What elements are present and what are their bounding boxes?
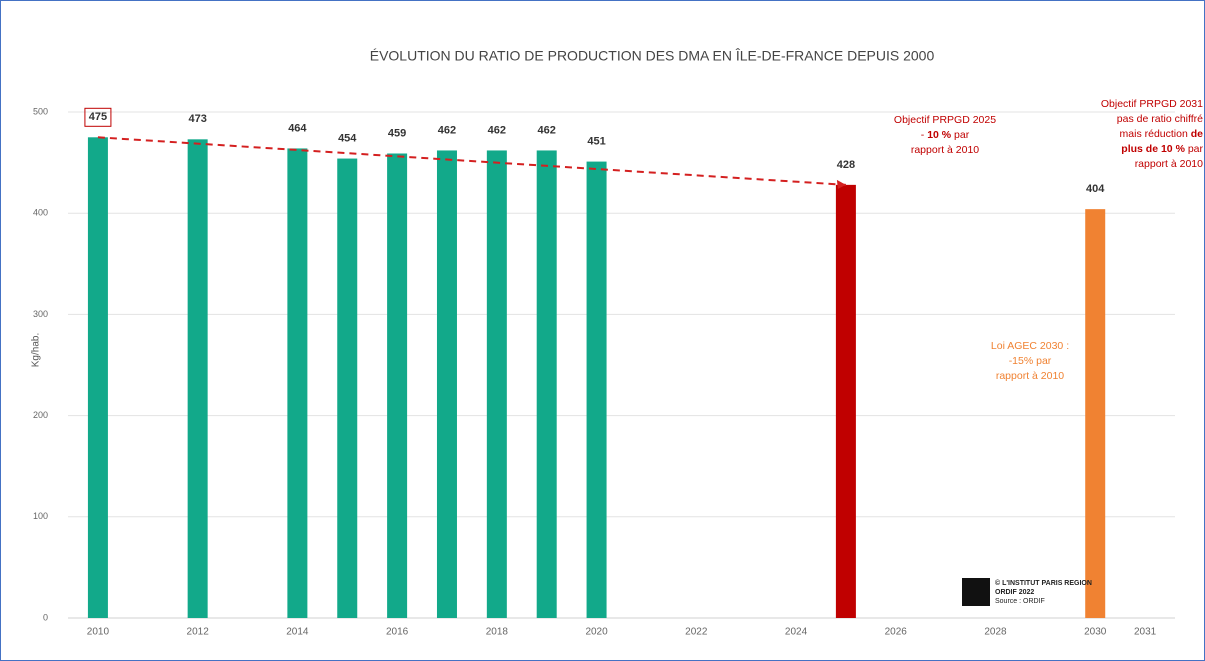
annotation-run: pas de ratio chiffré xyxy=(1117,113,1203,125)
value-label: 462 xyxy=(538,124,556,136)
chart-title: ÉVOLUTION DU RATIO DE PRODUCTION DES DMA… xyxy=(370,48,935,64)
x-tick-label: 2016 xyxy=(386,627,409,638)
credit: © L'INSTITUT PARIS REGION xyxy=(995,579,1092,587)
bar xyxy=(187,139,208,618)
annotation-run: - xyxy=(921,129,927,141)
annotation: -15% par xyxy=(1009,355,1052,367)
x-tick-label: 2028 xyxy=(984,627,1007,638)
x-tick-label: 2012 xyxy=(187,627,210,638)
annotation-run: Loi AGEC 2030 : xyxy=(991,340,1069,352)
credit: Source : ORDIF xyxy=(995,598,1045,605)
bar xyxy=(387,153,408,618)
annotation: pas de ratio chiffré xyxy=(1117,113,1203,125)
x-tick-label: 2024 xyxy=(785,627,808,638)
x-tick-label: 2030 xyxy=(1084,627,1107,638)
annotation: rapport à 2010 xyxy=(996,370,1064,382)
annotation-run: 10 % xyxy=(927,129,952,141)
x-tick-label: 2014 xyxy=(286,627,309,638)
y-tick-label: 400 xyxy=(33,208,48,218)
annotation: rapport à 2010 xyxy=(1135,158,1203,170)
x-tick-label: 2031 xyxy=(1134,627,1157,638)
y-tick-label: 0 xyxy=(43,612,48,622)
annotation: rapport à 2010 xyxy=(911,144,979,156)
annotation-run: Objectif PRPGD 2025 xyxy=(894,114,996,126)
value-label: 454 xyxy=(338,132,357,144)
annotation-run: plus de 10 % xyxy=(1121,143,1185,155)
x-tick-label: 2010 xyxy=(87,627,110,638)
annotation-run: rapport à 2010 xyxy=(1135,158,1203,170)
annotation-run: par xyxy=(1185,143,1204,155)
annotation: Objectif PRPGD 2025 xyxy=(894,114,996,126)
value-label: 462 xyxy=(438,124,456,136)
y-tick-label: 100 xyxy=(33,511,48,521)
annotation-run: par xyxy=(951,129,970,141)
bar xyxy=(337,158,358,618)
annotation-run: -15% par xyxy=(1009,355,1052,367)
value-label: 459 xyxy=(388,127,406,139)
label-box xyxy=(84,107,112,127)
value-label: 473 xyxy=(188,113,206,125)
bar xyxy=(835,184,856,618)
value-label: 428 xyxy=(837,159,855,171)
bar xyxy=(287,148,308,618)
trend-line xyxy=(97,136,846,186)
value-label: 462 xyxy=(488,124,506,136)
trend-arrow xyxy=(836,179,846,189)
annotation: plus de 10 % par xyxy=(1121,143,1203,155)
annotation: - 10 % par xyxy=(921,129,970,141)
x-tick-label: 2022 xyxy=(685,627,708,638)
annotation-run: rapport à 2010 xyxy=(996,370,1064,382)
value-label: 475 xyxy=(89,111,107,123)
value-label: 464 xyxy=(288,122,307,134)
bar xyxy=(436,150,457,618)
y-tick-label: 500 xyxy=(33,106,48,116)
bar xyxy=(586,161,607,618)
x-tick-label: 2020 xyxy=(585,627,608,638)
bar xyxy=(486,150,507,618)
annotation-run: mais réduction xyxy=(1120,128,1191,140)
annotation-run: Objectif PRPGD 2031 xyxy=(1101,98,1203,110)
y-axis-label: Kg/hab. xyxy=(31,333,42,367)
x-tick-label: 2018 xyxy=(486,627,509,638)
y-tick-label: 300 xyxy=(33,309,48,319)
annotation-run: rapport à 2010 xyxy=(911,144,979,156)
y-tick-label: 200 xyxy=(33,410,48,420)
value-label: 404 xyxy=(1086,183,1105,195)
logo xyxy=(962,578,990,606)
x-tick-label: 2026 xyxy=(885,627,908,638)
annotation: Objectif PRPGD 2031 xyxy=(1101,98,1203,110)
credit: ORDIF 2022 xyxy=(995,589,1034,596)
annotation: mais réduction de xyxy=(1120,128,1204,140)
bar xyxy=(536,150,557,618)
value-label: 451 xyxy=(587,135,605,147)
bar xyxy=(1085,209,1106,619)
annotation: Loi AGEC 2030 : xyxy=(991,340,1069,352)
annotation-run: de xyxy=(1191,128,1203,140)
bar xyxy=(87,137,108,619)
